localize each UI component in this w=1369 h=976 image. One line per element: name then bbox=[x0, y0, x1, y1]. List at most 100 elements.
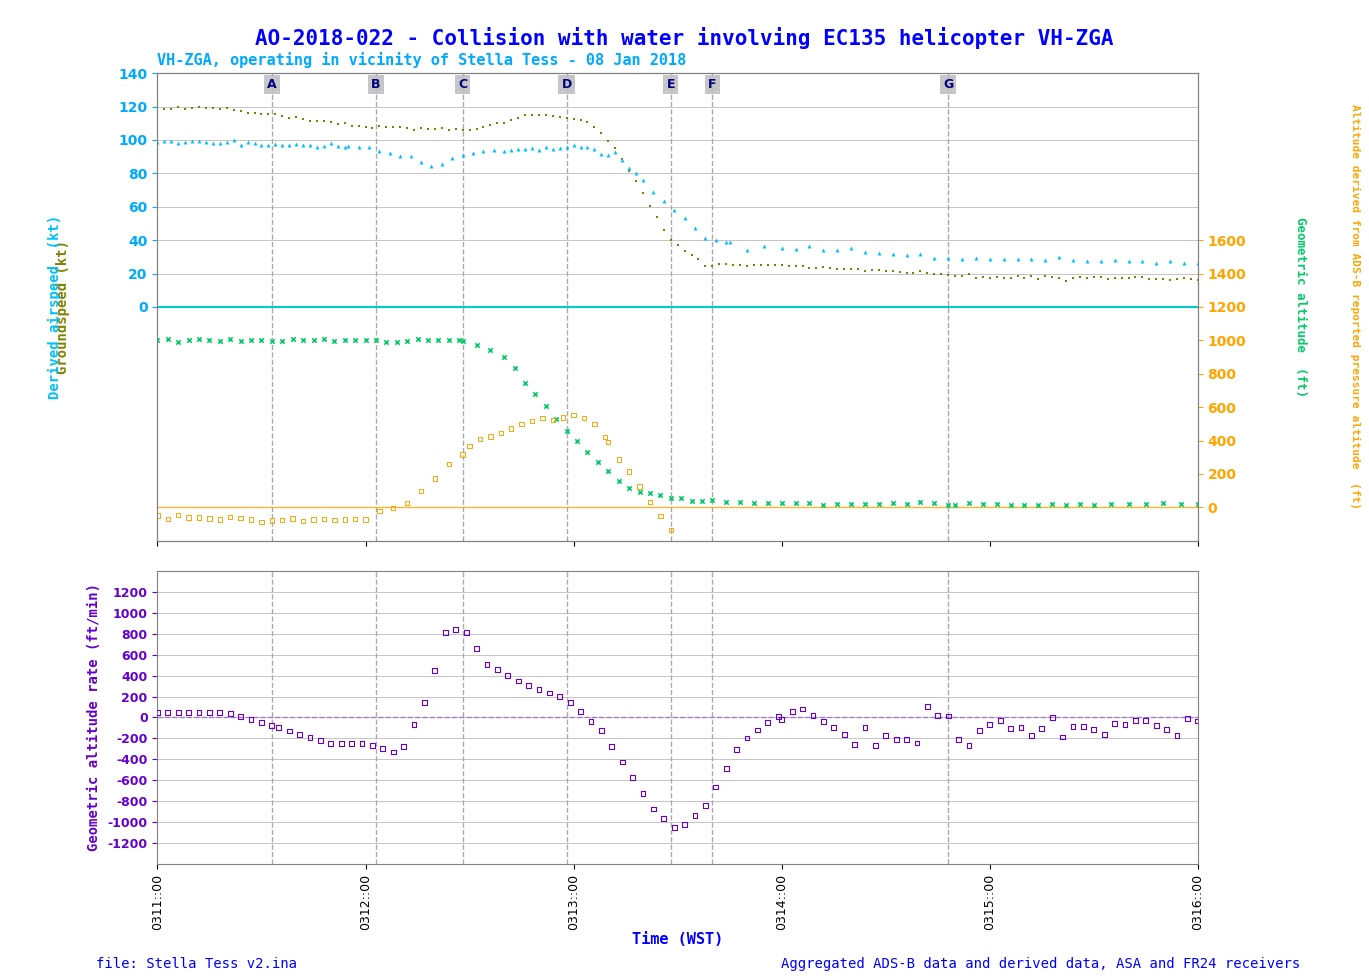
Point bbox=[455, 625, 476, 640]
Point bbox=[628, 484, 650, 500]
Point bbox=[361, 120, 383, 136]
Point bbox=[271, 512, 293, 528]
Point bbox=[1090, 253, 1112, 268]
Point bbox=[771, 712, 793, 727]
Point bbox=[314, 331, 335, 346]
Point bbox=[730, 258, 752, 273]
Point bbox=[167, 507, 189, 522]
Text: VH-ZGA, operating in vicinity of Stella Tess - 08 Jan 2018: VH-ZGA, operating in vicinity of Stella … bbox=[157, 52, 687, 68]
Point bbox=[653, 811, 675, 827]
Point bbox=[753, 238, 775, 254]
Point bbox=[782, 624, 804, 639]
Point bbox=[590, 723, 612, 739]
Point bbox=[522, 107, 543, 123]
Point bbox=[827, 242, 849, 258]
Point bbox=[771, 257, 793, 272]
Point bbox=[854, 720, 876, 736]
Point bbox=[882, 247, 904, 263]
Point bbox=[886, 732, 908, 748]
Point bbox=[355, 119, 376, 135]
Point bbox=[1103, 252, 1125, 267]
Point bbox=[535, 398, 557, 414]
Point bbox=[778, 259, 799, 274]
Point bbox=[587, 454, 609, 469]
Point bbox=[479, 428, 501, 444]
Point bbox=[1094, 727, 1116, 743]
Point bbox=[1027, 497, 1049, 512]
Point bbox=[199, 332, 220, 347]
Point bbox=[674, 243, 695, 259]
Point bbox=[382, 500, 404, 515]
Point bbox=[531, 410, 553, 426]
Point bbox=[671, 490, 693, 506]
Point bbox=[619, 161, 641, 177]
Point bbox=[694, 230, 716, 246]
Point bbox=[542, 412, 564, 427]
Point bbox=[854, 264, 876, 279]
Point bbox=[938, 250, 960, 265]
Point bbox=[348, 118, 370, 134]
Point bbox=[549, 689, 571, 705]
Point bbox=[701, 575, 723, 590]
Point bbox=[902, 265, 924, 281]
Point bbox=[542, 108, 564, 124]
Point bbox=[528, 681, 550, 697]
Point bbox=[1187, 713, 1209, 729]
Point bbox=[965, 270, 987, 286]
Point bbox=[535, 106, 557, 122]
Point bbox=[1062, 270, 1084, 286]
Point bbox=[715, 495, 737, 510]
Point bbox=[237, 135, 259, 150]
Point bbox=[418, 332, 439, 347]
Point bbox=[1155, 721, 1177, 737]
Point bbox=[1135, 712, 1157, 728]
Point bbox=[701, 259, 723, 274]
Point bbox=[507, 141, 528, 156]
Text: Geometric altitude  (ft): Geometric altitude (ft) bbox=[1294, 217, 1307, 397]
Point bbox=[632, 172, 654, 187]
Point bbox=[445, 121, 467, 137]
Point bbox=[493, 142, 515, 158]
Point bbox=[1083, 665, 1105, 680]
Point bbox=[619, 480, 641, 496]
Point bbox=[687, 251, 709, 266]
Point bbox=[472, 119, 494, 135]
Point bbox=[1146, 271, 1168, 287]
Point bbox=[1187, 256, 1209, 271]
Point bbox=[660, 490, 682, 506]
Point bbox=[438, 333, 460, 348]
Point bbox=[216, 135, 238, 150]
Point bbox=[938, 267, 960, 283]
Point bbox=[993, 270, 1014, 286]
Point bbox=[382, 119, 404, 135]
Point bbox=[782, 704, 804, 719]
Point bbox=[1169, 669, 1191, 684]
Text: Derived airspeed  (kt): Derived airspeed (kt) bbox=[48, 215, 62, 399]
Point bbox=[438, 122, 460, 138]
Point bbox=[723, 257, 745, 272]
Point bbox=[798, 238, 820, 254]
Point bbox=[1049, 249, 1071, 264]
Point bbox=[1083, 497, 1105, 512]
Point bbox=[278, 138, 300, 153]
Point bbox=[368, 504, 390, 519]
Point bbox=[812, 242, 834, 258]
Point bbox=[632, 185, 654, 201]
Point bbox=[372, 741, 394, 756]
Point bbox=[791, 701, 813, 716]
Y-axis label: Geometric altitude rate (ft/min): Geometric altitude rate (ft/min) bbox=[86, 584, 101, 851]
Point bbox=[965, 250, 987, 265]
Point bbox=[854, 244, 876, 260]
Point bbox=[146, 332, 168, 347]
Point bbox=[760, 616, 782, 631]
Point bbox=[320, 136, 342, 151]
Point bbox=[424, 663, 446, 678]
Point bbox=[1153, 496, 1175, 511]
Point bbox=[424, 121, 446, 137]
Point bbox=[882, 496, 904, 511]
Text: Time (WST): Time (WST) bbox=[632, 932, 723, 947]
Point bbox=[1013, 497, 1035, 512]
Point bbox=[923, 495, 945, 510]
Point bbox=[230, 709, 252, 724]
Point bbox=[181, 133, 203, 148]
